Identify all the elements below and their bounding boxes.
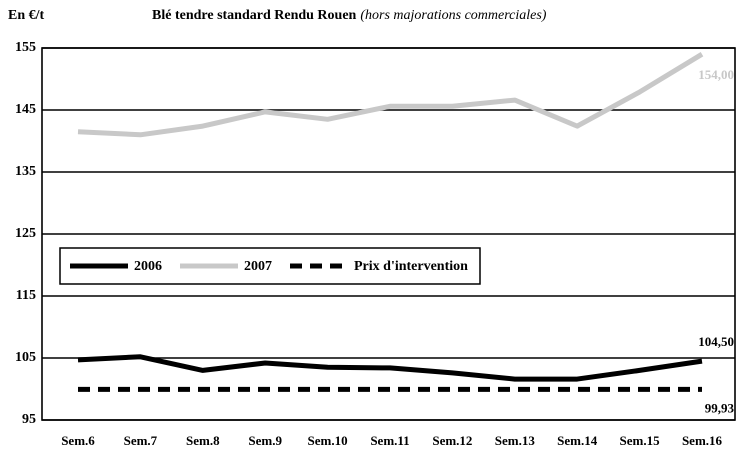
legend: 2006 2007 Prix d'intervention [59,247,481,285]
x-tick-label: Sem.14 [557,433,598,448]
series-line [77,354,703,382]
subtitle: (hors majorations commerciales) [360,8,546,23]
x-tick-label: Sem.13 [495,433,536,448]
legend-label: 2007 [244,259,272,274]
y-axis-label: En €/t [8,8,45,23]
y-tick-label: 125 [15,226,36,241]
x-tick-label: Sem.8 [186,433,220,448]
chart-title: Blé tendre standard Rendu Rouen (hors maj… [152,8,547,23]
value-label: 154,00 [698,67,734,82]
value-label: 99,93 [705,400,735,415]
series-line [77,52,704,138]
legend-box [59,247,481,285]
y-tick-label: 105 [15,350,36,365]
y-tick-label: 135 [15,164,36,179]
y-tick-label: 155 [15,40,36,55]
x-tick-label: Sem.9 [248,433,282,448]
y-tick-label: 145 [15,102,36,117]
x-tick-label: Sem.12 [432,433,472,448]
x-tick-label: Sem.16 [682,433,723,448]
title: Blé tendre standard Rendu Rouen [152,8,357,23]
legend-label: 2006 [134,259,162,274]
legend-label: Prix d'intervention [354,259,468,274]
x-tick-label: Sem.15 [620,433,661,448]
y-tick-label: 95 [22,412,36,427]
value-label: 104,50 [698,334,734,349]
x-tick-label: Sem.11 [370,433,409,448]
x-tick-label: Sem.10 [308,433,348,448]
x-tick-label: Sem.7 [124,433,158,448]
y-tick-label: 115 [16,288,36,303]
x-tick-label: Sem.6 [61,433,95,448]
